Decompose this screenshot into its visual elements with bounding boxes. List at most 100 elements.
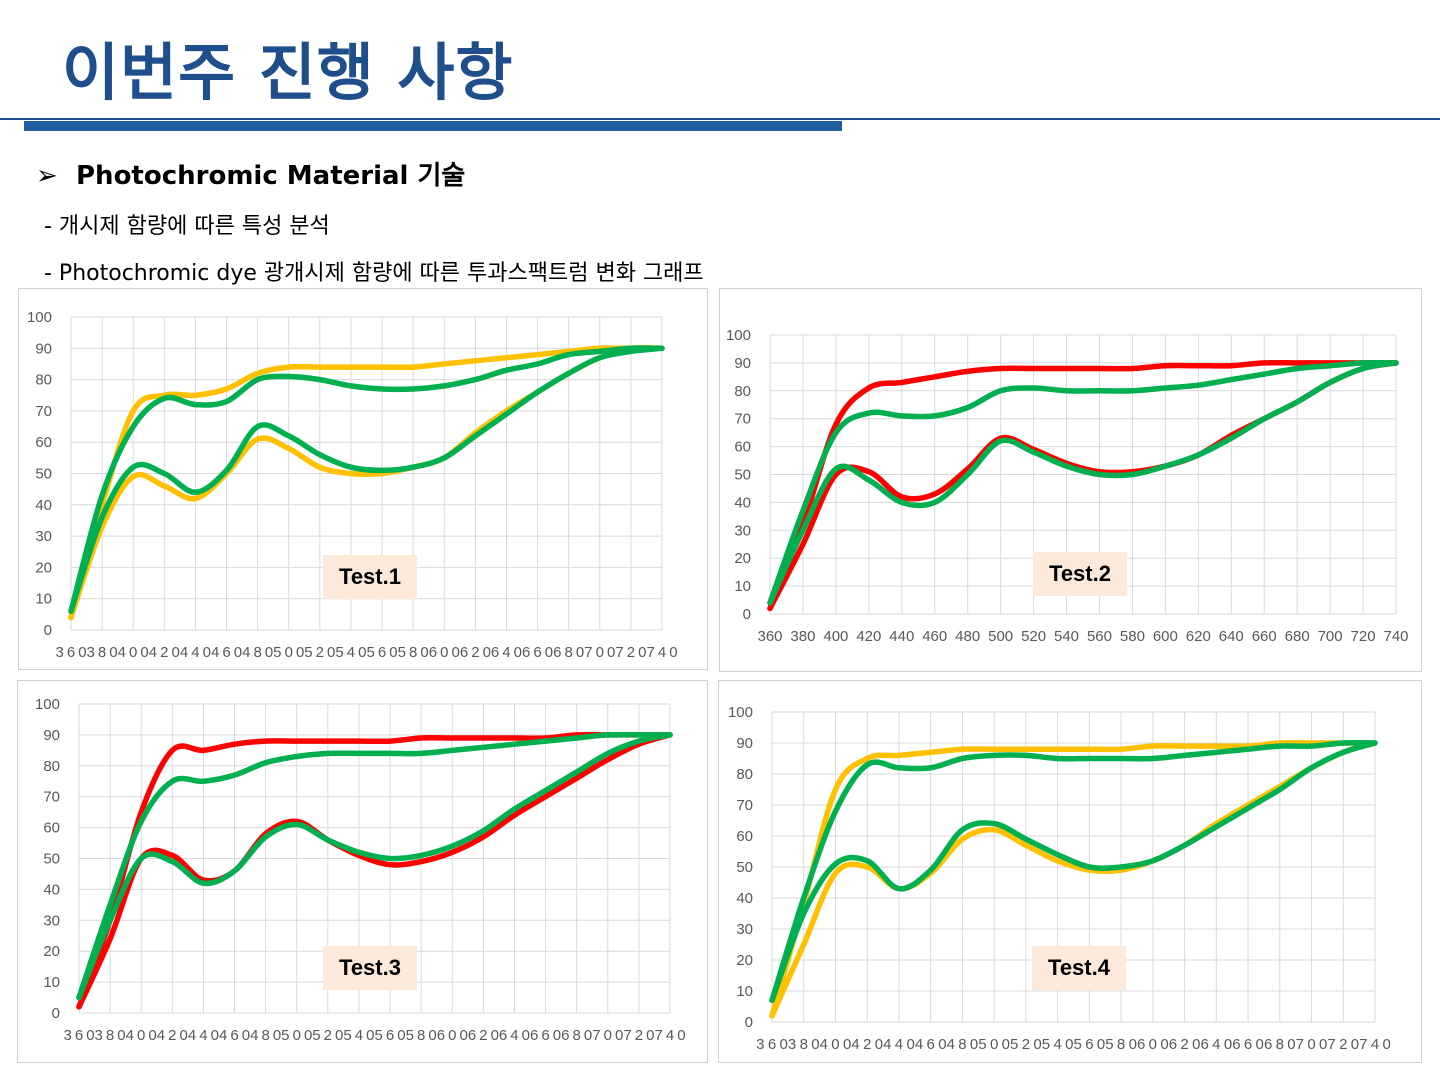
y-tick-label: 80 [736, 766, 753, 783]
x-tick-label: 720 [615, 644, 646, 661]
x-tick-label: 560 [1074, 1036, 1106, 1053]
y-tick-label: 70 [736, 797, 753, 814]
y-tick-label: 80 [35, 372, 52, 389]
y-tick-label: 60 [35, 434, 52, 451]
y-tick-label: 20 [35, 559, 52, 576]
chart-panel-test3: 0 10 20 30 40 50 60 70 80 90 100 360 380 400 420 440 460… [17, 680, 708, 1063]
chart-label-test2: Test.2 [1033, 552, 1127, 596]
chart-label-test3: Test.3 [323, 946, 417, 990]
x-tick-label: 740 [654, 1027, 685, 1044]
x-tick-label: 740 [1359, 1036, 1391, 1053]
x-tick-label: 640 [1200, 1036, 1232, 1053]
y-tick-label: 50 [734, 467, 751, 484]
y-tick-label: 0 [52, 1005, 60, 1022]
chart-test1: 0 10 20 30 40 50 60 70 80 90 100 360 380 400 420 440 460… [27, 309, 678, 661]
chart-label-test1: Test.1 [323, 555, 417, 599]
x-tick-label: 420 [851, 1036, 883, 1053]
x-tick-label: 580 [406, 1027, 437, 1044]
x-tick-label: 700 [584, 644, 615, 661]
chart-test4: 0 10 20 30 40 50 60 70 80 90 100 360 380 400 420 440 460… [728, 704, 1391, 1053]
x-tick-label: 440 [180, 644, 211, 661]
x-tick-label: 720 [1327, 1036, 1359, 1053]
x-tick-label: 520 [1010, 1036, 1042, 1053]
x-tick-label: 660 [530, 1027, 561, 1044]
x-tick-label: 520 [1021, 628, 1046, 645]
y-tick-label: 0 [743, 606, 751, 623]
y-tick-label: 10 [35, 591, 52, 608]
x-tick-label: 460 [922, 628, 947, 645]
series-line-1 [769, 740, 1378, 1019]
y-tick-label: 40 [43, 881, 60, 898]
x-tick-label: 540 [1042, 1036, 1074, 1053]
y-tick-label: 10 [734, 578, 751, 595]
x-tick-label: 660 [1232, 1036, 1264, 1053]
x-tick-label: 580 [398, 644, 429, 661]
x-tick-label: 560 [375, 1027, 406, 1044]
series-line-4 [767, 360, 1399, 606]
x-tick-label: 360 [55, 644, 86, 661]
y-tick-label: 30 [35, 528, 52, 545]
x-tick-label: 600 [1153, 628, 1178, 645]
title-underline-thick [24, 121, 842, 131]
subtopic-1: - 개시제 함량에 따른 특성 분석 [44, 214, 330, 239]
x-tick-label: 380 [790, 628, 815, 645]
x-tick-label: 560 [367, 644, 398, 661]
x-tick-label: 500 [988, 628, 1013, 645]
y-tick-label: 100 [726, 327, 751, 344]
y-tick-label: 90 [35, 340, 52, 357]
x-tick-label: 420 [856, 628, 881, 645]
x-tick-label: 420 [149, 644, 180, 661]
x-tick-label: 440 [883, 1036, 915, 1053]
y-tick-label: 50 [43, 851, 60, 868]
x-tick-label: 600 [437, 1027, 468, 1044]
x-tick-label: 700 [592, 1027, 623, 1044]
x-tick-label: 380 [87, 644, 118, 661]
x-tick-label: 480 [250, 1027, 281, 1044]
y-tick-label: 30 [734, 522, 751, 539]
series-line-3 [767, 359, 1399, 606]
y-tick-label: 60 [734, 439, 751, 456]
series-line-3 [68, 345, 665, 614]
series-line-4 [76, 732, 673, 1001]
y-tick-label: 40 [35, 497, 52, 514]
y-tick-label: 80 [734, 383, 751, 400]
x-tick-label: 620 [1186, 628, 1211, 645]
y-tick-label: 100 [27, 309, 52, 326]
chart-label-test4: Test.4 [1032, 946, 1126, 990]
chart-panel-test1: 0 10 20 30 40 50 60 70 80 90 100 360 380 400 420 440 460… [18, 288, 708, 670]
x-tick-label: 620 [460, 644, 491, 661]
x-tick-label: 600 [429, 644, 460, 661]
y-tick-label: 10 [43, 974, 60, 991]
y-tick-label: 70 [734, 411, 751, 428]
x-tick-label: 380 [788, 1036, 820, 1053]
y-tick-label: 100 [728, 704, 753, 721]
x-tick-label: 660 [1252, 628, 1277, 645]
y-tick-label: 90 [734, 355, 751, 372]
x-tick-label: 620 [468, 1027, 499, 1044]
x-tick-label: 680 [561, 1027, 592, 1044]
y-tick-label: 90 [736, 735, 753, 752]
x-tick-label: 540 [1054, 628, 1079, 645]
x-tick-label: 680 [553, 644, 584, 661]
x-tick-label: 700 [1296, 1036, 1328, 1053]
x-tick-label: 400 [823, 628, 848, 645]
x-tick-label: 460 [915, 1036, 947, 1053]
series-line-4 [769, 740, 1378, 1004]
y-tick-label: 50 [35, 466, 52, 483]
x-tick-label: 740 [1383, 628, 1408, 645]
section-heading: ➢ Photochromic Material 기술 [36, 155, 465, 192]
chart-test3: 0 10 20 30 40 50 60 70 80 90 100 360 380 400 420 440 460… [35, 696, 686, 1044]
x-tick-label: 680 [1264, 1036, 1296, 1053]
x-tick-label: 480 [242, 644, 273, 661]
x-tick-label: 420 [157, 1027, 188, 1044]
y-tick-label: 100 [35, 696, 60, 713]
chart-test2: 0 10 20 30 40 50 60 70 80 90 100 360 380 400 420 440 460… [726, 327, 1409, 645]
x-tick-label: 400 [126, 1027, 157, 1044]
y-tick-label: 20 [736, 952, 753, 969]
x-tick-label: 380 [95, 1027, 126, 1044]
y-tick-label: 90 [43, 727, 60, 744]
x-tick-label: 700 [1318, 628, 1343, 645]
title-underline-thin [0, 118, 1440, 120]
x-tick-label: 640 [1219, 628, 1244, 645]
y-tick-label: 20 [734, 550, 751, 567]
